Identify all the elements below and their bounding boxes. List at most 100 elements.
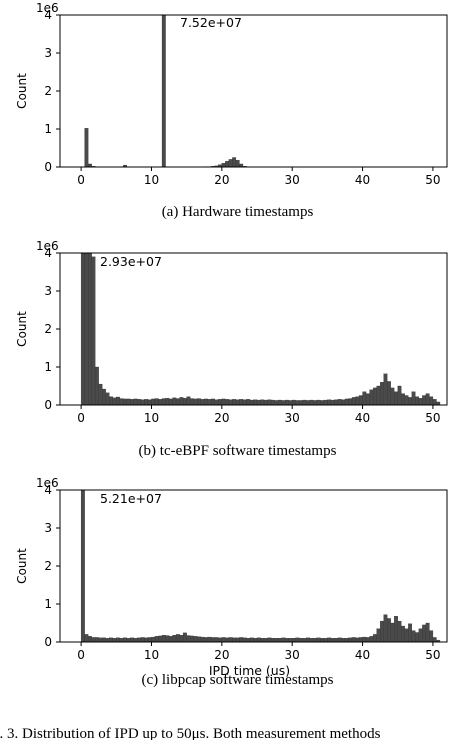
y-tick-label: 0 xyxy=(44,160,52,174)
histogram-bar xyxy=(408,397,412,406)
histogram-bar xyxy=(105,638,110,643)
histogram-bar xyxy=(415,396,420,406)
histogram-bar xyxy=(383,614,388,643)
histogram-bar xyxy=(309,638,314,643)
histogram-bar xyxy=(175,398,180,406)
histogram-bar xyxy=(186,396,191,406)
histogram-bar xyxy=(109,396,113,406)
plot-frame xyxy=(59,14,448,168)
histogram-bar xyxy=(182,632,187,643)
histogram-bar xyxy=(422,624,427,643)
histogram-bar xyxy=(232,637,237,643)
x-tick-label: 50 xyxy=(425,411,440,425)
histogram-bar xyxy=(130,399,135,406)
peak-annotation: 5.21e+07 xyxy=(100,491,162,506)
y-tick-label: 3 xyxy=(44,521,52,535)
histogram-bar xyxy=(165,635,170,643)
histogram-bar xyxy=(186,635,191,643)
y-tick-label: 4 xyxy=(44,483,52,497)
histogram-bar xyxy=(362,391,367,406)
x-tick-label: 40 xyxy=(355,648,370,662)
histogram-bar xyxy=(274,400,279,406)
x-tick-label: 30 xyxy=(285,411,300,425)
histogram-bar xyxy=(147,399,152,406)
histogram-bar xyxy=(344,398,349,406)
histogram-bar xyxy=(225,637,230,643)
histogram-bar xyxy=(376,628,381,643)
y-axis-ticks: 0 1 2 3 4 xyxy=(44,483,60,649)
histogram-bar xyxy=(246,399,251,406)
histogram-bar xyxy=(116,637,120,643)
histogram-bar xyxy=(295,637,300,643)
histogram-bar xyxy=(179,397,184,406)
histogram-bar xyxy=(98,637,103,643)
histogram-bar xyxy=(351,637,356,643)
histogram-bar xyxy=(130,637,135,643)
y-tick-label: 2 xyxy=(44,559,52,573)
histogram-bar xyxy=(348,398,353,406)
histogram-bar xyxy=(123,637,128,643)
y-axis-label: Count xyxy=(15,548,29,584)
histogram-bar xyxy=(207,636,212,643)
histogram-bar xyxy=(425,393,430,406)
histogram-bar xyxy=(91,637,96,643)
histogram-bar xyxy=(369,636,374,643)
histogram-bar xyxy=(323,638,328,643)
histogram-bar xyxy=(211,637,215,643)
y-tick-label: 4 xyxy=(44,8,52,22)
histogram-bar xyxy=(299,400,303,406)
y-tick-label: 2 xyxy=(44,84,52,98)
x-tick-label: 50 xyxy=(425,648,440,662)
histogram-bar xyxy=(88,252,92,406)
y-tick-label: 0 xyxy=(44,398,52,412)
histogram-bar xyxy=(218,399,222,406)
histogram-bar xyxy=(411,630,416,643)
histogram-bar xyxy=(242,399,247,406)
histogram-bar xyxy=(260,399,265,406)
histogram-bar xyxy=(390,622,395,643)
histogram-bar xyxy=(88,636,92,643)
histogram-bar xyxy=(147,637,152,643)
histogram-bar xyxy=(228,159,233,168)
histogram-bar xyxy=(372,387,377,406)
histogram-bar xyxy=(320,400,325,406)
histogram-bar xyxy=(404,395,409,406)
histogram-bar xyxy=(102,388,106,406)
histogram-bar xyxy=(232,157,237,168)
histogram-bar xyxy=(204,398,208,406)
y-multiplier-label: 1e6 xyxy=(36,1,59,15)
histogram-bar xyxy=(232,399,237,406)
y-tick-label: 2 xyxy=(44,322,52,336)
y-tick-label: 1 xyxy=(44,597,52,611)
histogram-bar xyxy=(168,636,173,643)
panel-caption: (c) libpcap software timestamps xyxy=(141,672,333,688)
histogram-bar xyxy=(351,397,356,406)
histogram-bar xyxy=(190,635,194,643)
histogram-bar xyxy=(168,398,173,406)
histogram-bar xyxy=(235,399,240,406)
histogram-bar xyxy=(204,637,208,643)
peak-annotation: 7.52e+07 xyxy=(180,15,242,30)
histogram-bar xyxy=(358,637,363,643)
histogram-bar xyxy=(379,620,384,643)
histogram-bar xyxy=(408,623,412,643)
histogram-bar xyxy=(337,399,342,406)
histogram-bar xyxy=(411,391,416,406)
histogram-bar xyxy=(316,399,321,406)
histogram-bar xyxy=(235,160,240,168)
histogram-bar xyxy=(334,638,339,643)
histogram-bar xyxy=(418,628,423,643)
histogram-bar xyxy=(274,638,279,643)
y-tick-label: 4 xyxy=(44,246,52,260)
histogram-bar xyxy=(376,385,381,406)
histogram-bar xyxy=(316,637,321,643)
histogram-bar xyxy=(151,636,156,643)
histogram-bar xyxy=(116,396,120,406)
histogram-bar xyxy=(144,637,149,643)
x-tick-label: 20 xyxy=(214,411,229,425)
histogram-bar xyxy=(161,14,166,168)
x-tick-label: 10 xyxy=(144,648,159,662)
histogram-bar xyxy=(239,637,244,643)
